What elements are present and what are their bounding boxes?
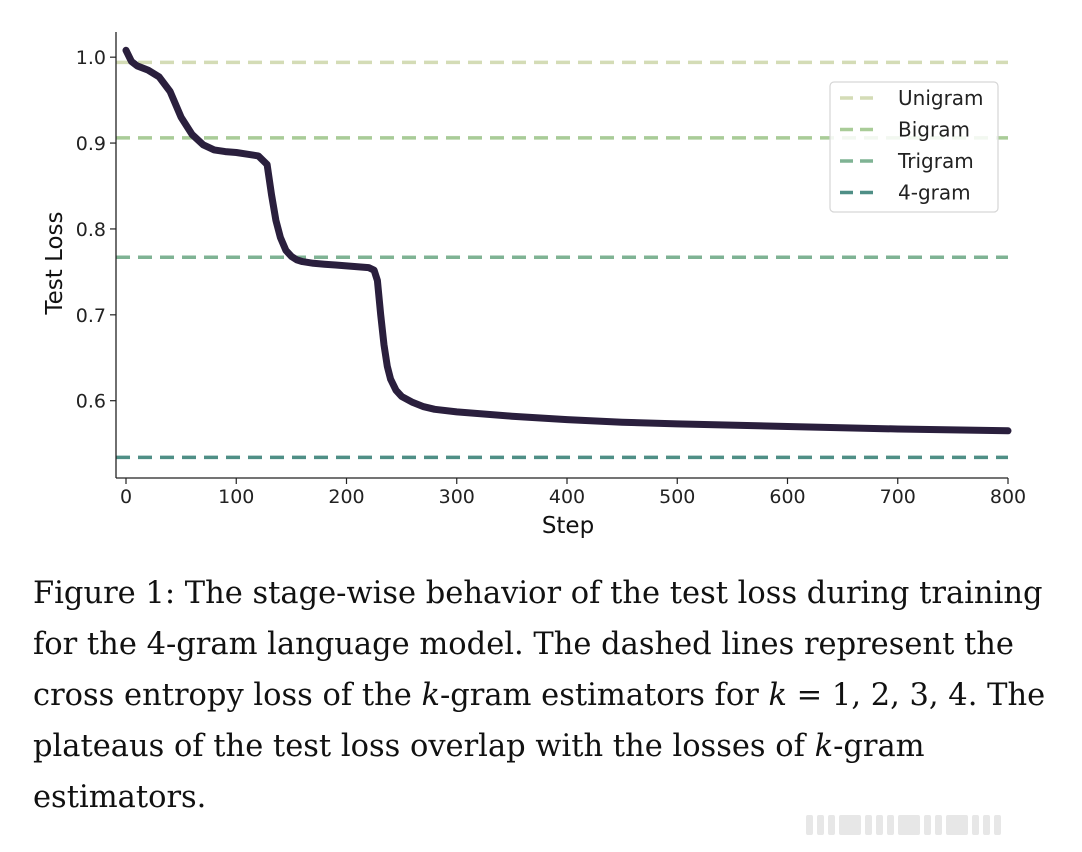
test-loss-series-line (122, 46, 1012, 435)
caption-math-k: k (814, 729, 834, 764)
x-tick-label: 700 (880, 486, 916, 508)
figure-caption: Figure 1: The stage-wise behavior of the… (33, 568, 1053, 823)
x-axis-title: Step (542, 513, 594, 539)
y-tick-label: 0.9 (76, 133, 106, 155)
caption-text-1: Figure 1: The stage-wise behavior of the… (33, 576, 1043, 713)
legend-label-unigram: Unigram (898, 86, 984, 110)
x-tick-label: 800 (990, 486, 1026, 508)
y-tick-label: 0.8 (76, 219, 106, 241)
legend-label-trigram: Trigram (897, 149, 974, 173)
x-tick-label: 0 (120, 486, 132, 508)
x-tick-label: 400 (549, 486, 585, 508)
legend: Unigram Bigram Trigram 4-gram (829, 81, 999, 213)
y-tick-label: 0.7 (76, 305, 106, 327)
y-tick-label: 1.0 (76, 47, 106, 69)
x-tick-label: 100 (218, 486, 254, 508)
caption-text-2: -gram estimators for (439, 678, 769, 713)
x-tick-label: 500 (659, 486, 695, 508)
legend-box (829, 81, 999, 213)
y-axis-title: Test Loss (42, 211, 68, 315)
caption-text-4: -gram estimators. (33, 729, 925, 815)
x-tick-label: 300 (439, 486, 475, 508)
x-tick-label: 200 (328, 486, 364, 508)
axes: 0 100 200 300 400 500 600 700 800 0.6 0.7 0.8 0.9 1.0 (76, 32, 1026, 508)
caption-math-k: k (421, 678, 440, 713)
caption-math-k: k (768, 678, 787, 713)
loss-chart: 0 100 200 300 400 500 600 700 800 0.6 0.7 0.8 0.9 1.0… (42, 32, 1026, 539)
watermark (806, 812, 1074, 838)
y-tick-label: 0.6 (76, 391, 106, 413)
legend-label-4-gram: 4-gram (898, 181, 971, 205)
x-tick-label: 600 (769, 486, 805, 508)
caption-text-3: = 1, 2, 3, 4. The plateaus of the test l… (33, 678, 1046, 764)
series-layer (122, 46, 1012, 435)
reference-lines (116, 60, 1008, 460)
legend-label-bigram: Bigram (898, 118, 970, 142)
